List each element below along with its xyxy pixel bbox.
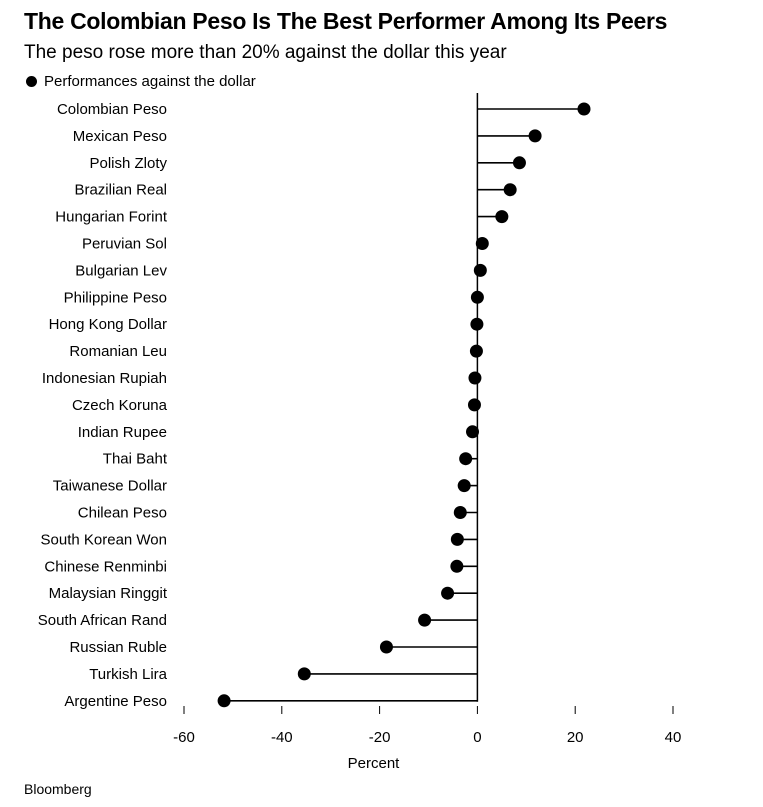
category-label: Turkish Lira bbox=[89, 666, 167, 683]
lollipop-point bbox=[475, 237, 489, 250]
lollipop-point bbox=[457, 479, 471, 493]
lollipop-point bbox=[459, 452, 473, 466]
lollipop-point bbox=[503, 183, 517, 197]
category-label: Mexican Peso bbox=[73, 128, 167, 145]
x-axis-label: Percent bbox=[348, 755, 401, 772]
source-credit: Bloomberg bbox=[24, 781, 92, 797]
category-label: Chinese Renminbi bbox=[44, 558, 167, 575]
lollipop-point bbox=[297, 667, 311, 681]
x-tick-label: 40 bbox=[665, 729, 682, 746]
legend-marker-icon bbox=[26, 76, 37, 87]
lollipop-point bbox=[470, 290, 484, 304]
lollipop-point bbox=[473, 263, 487, 277]
category-label: Philippine Peso bbox=[64, 289, 167, 306]
category-label: Indonesian Rupiah bbox=[42, 370, 167, 387]
lollipop-point bbox=[217, 694, 231, 708]
lollipop-point bbox=[450, 532, 464, 546]
category-label: Romanian Leu bbox=[69, 343, 167, 360]
category-label: Malaysian Ringgit bbox=[49, 585, 168, 602]
category-label: South Korean Won bbox=[41, 531, 167, 548]
category-label: Peruvian Sol bbox=[82, 236, 167, 253]
x-tick-label: 20 bbox=[567, 729, 584, 746]
x-tick-label: -40 bbox=[271, 729, 293, 746]
lollipop-point bbox=[528, 129, 542, 143]
x-tick-label: -20 bbox=[369, 729, 391, 746]
category-label: Colombian Peso bbox=[57, 101, 167, 118]
category-label: Brazilian Real bbox=[74, 182, 167, 199]
lollipop-point bbox=[577, 102, 591, 116]
lollipop-point bbox=[469, 344, 483, 358]
chart-subtitle: The peso rose more than 20% against the … bbox=[24, 42, 507, 63]
lollipop-point bbox=[467, 398, 481, 412]
category-label: Polish Zloty bbox=[89, 155, 167, 172]
lollipop-point bbox=[495, 210, 509, 224]
lollipop-point bbox=[468, 371, 482, 385]
lollipop-point bbox=[441, 586, 455, 600]
chart-title: The Colombian Peso Is The Best Performer… bbox=[24, 8, 668, 34]
lollipop-point bbox=[512, 156, 526, 170]
category-label: South African Rand bbox=[38, 612, 167, 629]
category-label: Hungarian Forint bbox=[55, 209, 168, 226]
category-label: Hong Kong Dollar bbox=[49, 316, 167, 333]
category-label: Chilean Peso bbox=[78, 505, 167, 522]
category-label: Czech Koruna bbox=[72, 397, 168, 414]
category-label: Bulgarian Lev bbox=[75, 262, 167, 279]
lollipop-point bbox=[453, 506, 467, 519]
chart-legend: Performances against the dollar bbox=[26, 73, 256, 90]
category-label: Thai Baht bbox=[103, 451, 168, 468]
lollipop-point bbox=[379, 640, 393, 654]
category-label: Argentine Peso bbox=[64, 693, 167, 710]
x-tick-label: -60 bbox=[173, 729, 195, 746]
lollipop-point bbox=[466, 425, 480, 439]
lollipop-point bbox=[418, 613, 432, 627]
category-label: Indian Rupee bbox=[78, 424, 167, 441]
category-label: Russian Ruble bbox=[69, 639, 167, 656]
category-label: Taiwanese Dollar bbox=[53, 478, 167, 495]
lollipop-point bbox=[470, 317, 484, 331]
x-tick-label: 0 bbox=[473, 729, 481, 746]
lollipop-point bbox=[450, 559, 464, 573]
legend-label: Performances against the dollar bbox=[44, 73, 256, 90]
